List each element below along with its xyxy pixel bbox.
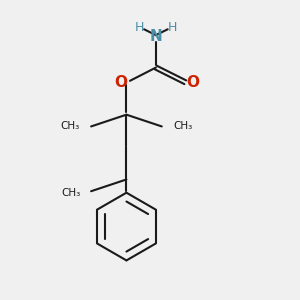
Text: O: O — [186, 75, 199, 90]
Text: N: N — [149, 29, 162, 44]
Text: H: H — [167, 21, 177, 34]
Text: CH₃: CH₃ — [61, 121, 80, 131]
Text: H: H — [135, 21, 144, 34]
Text: CH₃: CH₃ — [61, 188, 81, 198]
Text: O: O — [115, 75, 128, 90]
Text: CH₃: CH₃ — [173, 121, 192, 131]
